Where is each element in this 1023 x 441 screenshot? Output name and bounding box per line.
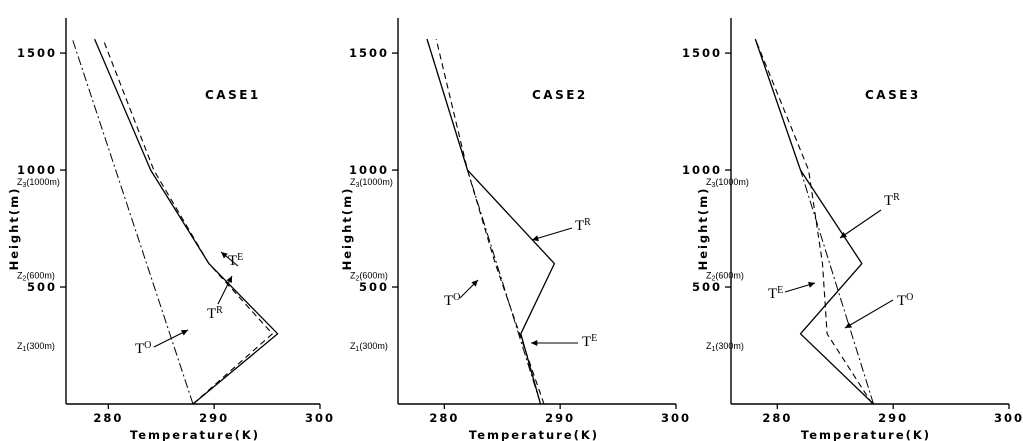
pointer-arrowhead xyxy=(181,330,188,336)
series-line-to xyxy=(71,38,194,405)
curve-label-tr: TR xyxy=(207,305,223,322)
pointer-arrowhead xyxy=(532,235,539,242)
level-label: Z1(300m) xyxy=(17,341,55,353)
x-axis-title: Temperature(K) xyxy=(801,428,931,441)
y-tick-label: 1000 xyxy=(17,163,57,177)
x-tick-label: 280 xyxy=(429,411,459,425)
level-label: Z2(600m) xyxy=(706,271,744,283)
pointer-arrowhead xyxy=(845,322,852,328)
x-tick-label: 280 xyxy=(93,411,123,425)
level-label: Z2(600m) xyxy=(17,271,55,283)
x-tick-label: 280 xyxy=(762,411,792,425)
pointer-arrowhead xyxy=(808,281,815,288)
level-label: Z1(300m) xyxy=(350,341,388,353)
x-axis-title: Temperature(K) xyxy=(469,428,599,441)
pointer-arrowhead xyxy=(221,252,228,259)
panel-3: 280 290 300 500 1000 1500 Z3(1000m) Z2(600m) Z1(… xyxy=(682,18,1023,441)
y-tick-label: 1500 xyxy=(17,46,57,60)
case-title: CASE2 xyxy=(532,88,588,102)
x-tick-label: 290 xyxy=(545,411,575,425)
pointer-arrow xyxy=(531,227,573,241)
panel-2: 280 290 300 500 1000 1500 Z3(1000m) Z2(600m) Z1(… xyxy=(340,18,691,441)
pointer-arrowhead xyxy=(840,231,847,238)
curve-label-te: TE xyxy=(582,333,597,350)
case-title: CASE3 xyxy=(865,88,921,102)
series-line-te xyxy=(102,38,273,405)
series-line-to xyxy=(754,38,874,405)
curve-label-to: TO xyxy=(135,340,151,357)
series-line-to xyxy=(426,38,541,405)
curve-label-te: TE xyxy=(768,285,783,302)
panel-1: 280 290 300 500 1000 1500 Z3(1000m) Z2(600m) Z1(… xyxy=(7,18,335,441)
level-label: Z2(600m) xyxy=(350,271,388,283)
series-line-te xyxy=(754,38,873,405)
curve-label-to: TO xyxy=(897,292,913,309)
curve-label-te: TE xyxy=(228,252,243,269)
y-axis-title: Height(m) xyxy=(7,187,21,271)
x-tick-label: 290 xyxy=(199,411,229,425)
pointer-arrow xyxy=(839,209,882,239)
x-tick-label: 290 xyxy=(878,411,908,425)
level-label: Z3(1000m) xyxy=(17,177,60,189)
pointer-arrowhead xyxy=(226,276,232,283)
pointer-arrow xyxy=(844,299,894,329)
x-tick-label: 300 xyxy=(305,411,335,425)
level-label: Z3(1000m) xyxy=(706,177,749,189)
y-tick-label: 500 xyxy=(27,280,57,294)
x-tick-label: 300 xyxy=(994,411,1023,425)
y-axis-title: Height(m) xyxy=(340,187,354,271)
y-tick-label: 1500 xyxy=(682,46,722,60)
pointer-arrowhead xyxy=(471,280,478,287)
y-tick-label: 500 xyxy=(359,280,389,294)
curve-label-tr: TR xyxy=(884,192,900,209)
pointer-arrowhead xyxy=(531,340,538,346)
pointer-arrow xyxy=(153,329,189,348)
y-tick-label: 1500 xyxy=(349,46,389,60)
x-tick-label: 300 xyxy=(661,411,691,425)
series-line-tr xyxy=(754,38,874,405)
series-line-te xyxy=(435,38,545,405)
y-tick-label: 1000 xyxy=(682,163,722,177)
level-label: Z1(300m) xyxy=(706,341,744,353)
y-axis-title: Height(m) xyxy=(696,187,710,271)
curve-label-to: TO xyxy=(444,292,460,309)
y-tick-label: 500 xyxy=(692,280,722,294)
curve-label-tr: TR xyxy=(575,217,591,234)
x-axis-title: Temperature(K) xyxy=(130,428,260,441)
level-label: Z3(1000m) xyxy=(350,177,393,189)
case-title: CASE1 xyxy=(205,88,261,102)
y-tick-label: 1000 xyxy=(349,163,389,177)
